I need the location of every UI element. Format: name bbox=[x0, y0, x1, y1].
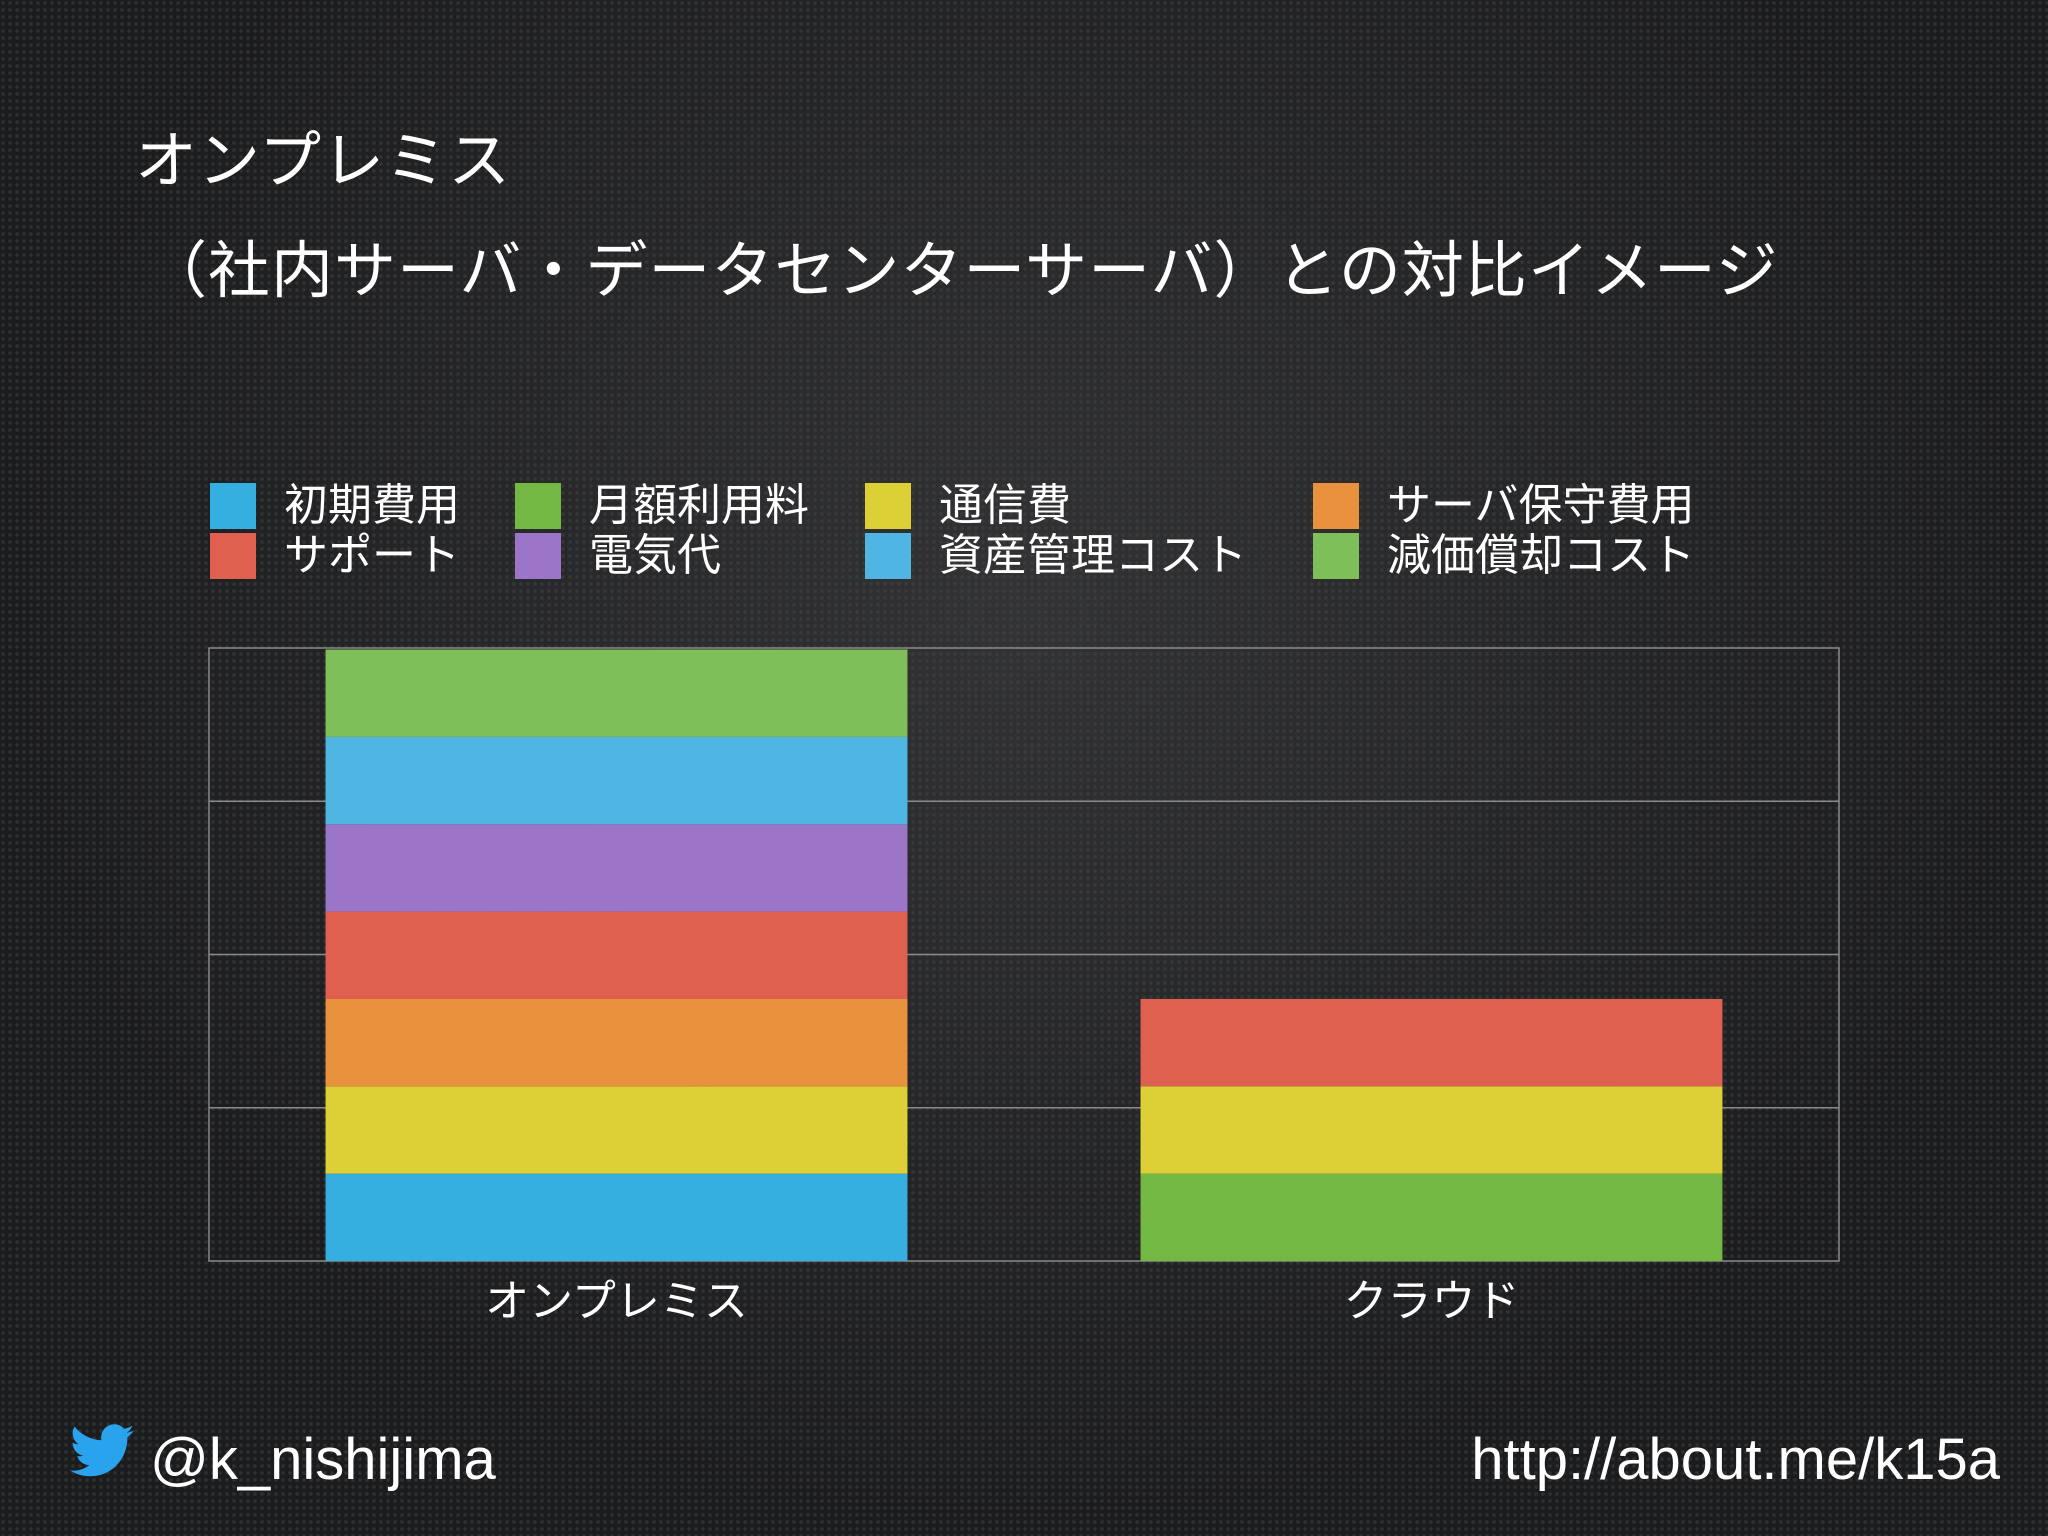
stacked-bar-chart: オンプレミス クラウド bbox=[208, 647, 1840, 1327]
legend-label: 月額利用料 bbox=[589, 480, 809, 531]
bar-segment bbox=[325, 1173, 908, 1261]
legend-swatch bbox=[210, 533, 256, 579]
legend-item-monthly-fee: 月額利用料 bbox=[515, 480, 809, 532]
slide-title: オンプレミス （社内サーバ・データセンターサーバ）との対比イメージ bbox=[135, 130, 1779, 302]
bar-segment bbox=[325, 824, 908, 912]
legend-item-server-maintenance: サーバ保守費用 bbox=[1313, 480, 1695, 532]
legend-label: 減価償却コスト bbox=[1387, 530, 1695, 581]
bar-segment bbox=[325, 911, 908, 999]
twitter-bird-icon bbox=[70, 1424, 134, 1494]
legend-label: 通信費 bbox=[939, 480, 1071, 531]
legend-swatch bbox=[515, 533, 561, 579]
x-tick-label: クラウド bbox=[1344, 1276, 1520, 1327]
handle-text: @k_nishijima bbox=[150, 1426, 496, 1492]
legend-swatch bbox=[1313, 483, 1359, 529]
legend-label: 電気代 bbox=[589, 530, 721, 581]
legend-item-initial-cost: 初期費用 bbox=[210, 480, 460, 532]
chart-legend: 初期費用 サポート 月額利用料 電気代 通信費 資産管理コスト サーバ保守費用 … bbox=[210, 480, 1770, 590]
legend-swatch bbox=[210, 483, 256, 529]
bar-segment bbox=[325, 998, 908, 1087]
twitter-handle[interactable]: @k_nishijima bbox=[70, 1424, 496, 1494]
legend-swatch bbox=[515, 483, 561, 529]
legend-item-support: サポート bbox=[210, 530, 460, 582]
bar-segment bbox=[1140, 1086, 1723, 1174]
legend-swatch bbox=[865, 483, 911, 529]
profile-url-link[interactable]: http://about.me/k15a bbox=[1471, 1427, 2000, 1492]
bar-segment bbox=[1140, 998, 1723, 1087]
legend-item-electricity: 電気代 bbox=[515, 530, 721, 582]
legend-swatch bbox=[865, 533, 911, 579]
bar-segment bbox=[325, 1086, 908, 1174]
legend-item-asset-management: 資産管理コスト bbox=[865, 530, 1247, 582]
legend-label: 初期費用 bbox=[284, 480, 460, 531]
bar-segment bbox=[1140, 1173, 1723, 1261]
legend-item-network: 通信費 bbox=[865, 480, 1071, 532]
legend-label: サーバ保守費用 bbox=[1387, 480, 1695, 531]
legend-item-depreciation: 減価償却コスト bbox=[1313, 530, 1695, 582]
title-line-2: （社内サーバ・データセンターサーバ）との対比イメージ bbox=[145, 234, 1779, 307]
x-tick-label: オンプレミス bbox=[485, 1276, 748, 1327]
title-line-1: オンプレミス bbox=[135, 124, 512, 197]
legend-swatch bbox=[1313, 533, 1359, 579]
bar-segment bbox=[325, 736, 908, 825]
legend-label: サポート bbox=[284, 530, 460, 581]
legend-label: 資産管理コスト bbox=[939, 530, 1247, 581]
bar-segment bbox=[325, 649, 908, 737]
